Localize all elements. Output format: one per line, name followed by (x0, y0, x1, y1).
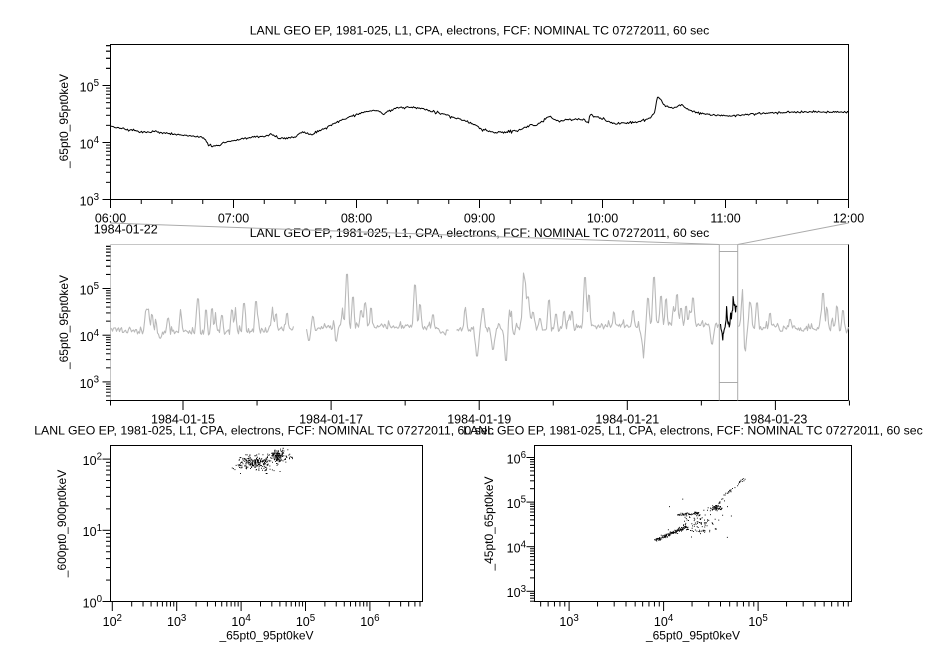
svg-text:1984-01-21: 1984-01-21 (595, 412, 659, 426)
svg-text:08:00: 08:00 (341, 211, 372, 225)
svg-text:11:00: 11:00 (710, 211, 740, 225)
svg-text:LANL GEO EP, 1981-025, L1, CPA: LANL GEO EP, 1981-025, L1, CPA, electron… (463, 424, 923, 438)
svg-text:LANL GEO EP, 1981-025, L1, CPA: LANL GEO EP, 1981-025, L1, CPA, electron… (34, 424, 494, 438)
svg-text:1984-01-19: 1984-01-19 (447, 412, 511, 426)
svg-text:1984-01-23: 1984-01-23 (743, 412, 807, 426)
svg-text:_65pt0_95pt0keV: _65pt0_95pt0keV (57, 275, 71, 370)
svg-text:LANL GEO EP, 1981-025, L1, CPA: LANL GEO EP, 1981-025, L1, CPA, electron… (250, 24, 710, 38)
svg-text:_600pt0_900pt0keV: _600pt0_900pt0keV (55, 470, 69, 578)
svg-text:_65pt0_95pt0keV: _65pt0_95pt0keV (218, 629, 313, 643)
svg-text:1984-01-22: 1984-01-22 (94, 223, 158, 237)
svg-text:10:00: 10:00 (587, 211, 618, 225)
svg-text:_65pt0_95pt0keV: _65pt0_95pt0keV (645, 629, 740, 643)
svg-text:12:00: 12:00 (833, 211, 864, 225)
svg-text:_45pt0_65pt0keV: _45pt0_65pt0keV (482, 476, 496, 571)
svg-text:1984-01-15: 1984-01-15 (151, 412, 215, 426)
svg-text:1984-01-17: 1984-01-17 (299, 412, 363, 426)
svg-text:LANL GEO EP, 1981-025, L1, CPA: LANL GEO EP, 1981-025, L1, CPA, electron… (250, 226, 710, 240)
svg-text:_65pt0_95pt0keV: _65pt0_95pt0keV (57, 74, 71, 169)
svg-text:09:00: 09:00 (464, 211, 495, 225)
svg-text:07:00: 07:00 (218, 211, 249, 225)
svg-text:06:00: 06:00 (95, 211, 126, 225)
